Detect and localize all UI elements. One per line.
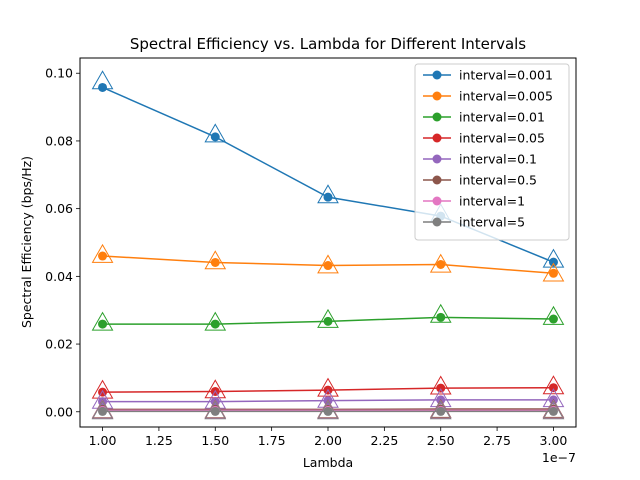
triangle-marker <box>429 398 452 418</box>
series-interval-5 <box>91 400 565 420</box>
triangle-marker <box>429 375 452 395</box>
data-point <box>98 251 108 261</box>
x-tick-label: 2.75 <box>483 433 511 448</box>
x-axis-label: Lambda <box>303 455 353 470</box>
y-tick-label: 0.10 <box>45 66 73 81</box>
legend-marker <box>432 217 442 227</box>
x-tick-label: 3.00 <box>540 433 568 448</box>
data-point <box>323 192 333 202</box>
data-point <box>98 82 108 92</box>
triangle-marker <box>204 311 227 331</box>
y-tick-label: 0.00 <box>45 404 73 419</box>
x-tick-label: 2.00 <box>314 433 342 448</box>
data-point <box>548 383 558 393</box>
triangle-marker <box>429 253 452 273</box>
chart-title: Spectral Efficiency vs. Lambda for Diffe… <box>130 35 526 53</box>
y-tick-label: 0.02 <box>45 337 73 352</box>
data-point <box>210 132 220 142</box>
data-point <box>98 406 108 416</box>
triangle-marker <box>317 184 339 204</box>
legend-label: interval=0.005 <box>459 89 553 104</box>
legend-marker <box>432 112 442 122</box>
x-tick-label: 1.75 <box>258 433 286 448</box>
x-tick-label: 1.25 <box>145 433 173 448</box>
legend-marker <box>432 175 442 185</box>
data-point <box>436 383 446 393</box>
x-tick-label: 2.25 <box>370 433 398 448</box>
triangle-marker <box>317 400 339 420</box>
triangle-marker <box>429 400 452 420</box>
legend-marker <box>432 91 442 101</box>
triangle-marker <box>91 400 114 420</box>
legend-marker <box>432 196 442 206</box>
legend-item: interval=5 <box>423 215 525 230</box>
triangle-marker <box>91 70 114 90</box>
triangle-marker <box>542 262 565 282</box>
legend-label: interval=5 <box>459 215 525 230</box>
legend-label: interval=0.5 <box>459 173 537 188</box>
data-point <box>436 312 446 322</box>
y-tick-label: 0.04 <box>45 269 73 284</box>
legend-label: interval=0.01 <box>459 110 545 125</box>
x-tick-label: 1.50 <box>201 433 229 448</box>
data-point <box>548 406 558 416</box>
triangle-marker <box>317 308 339 328</box>
legend-label: interval=0.001 <box>459 68 553 83</box>
legend-item: interval=0.05 <box>423 131 545 146</box>
legend-marker <box>432 70 442 80</box>
triangle-marker <box>204 123 227 143</box>
y-axis-label: Spectral Efficiency (bps/Hz) <box>19 156 34 328</box>
x-tick-label: 2.50 <box>427 433 455 448</box>
y-axis: 0.00 0.02 0.04 0.06 0.08 0.10 <box>45 66 80 419</box>
legend-marker <box>432 154 442 164</box>
legend-item: interval=1 <box>423 194 525 209</box>
triangle-marker <box>204 250 227 270</box>
series-interval-0-005 <box>91 243 565 282</box>
triangle-marker <box>317 254 339 274</box>
data-point <box>323 261 333 271</box>
legend-marker <box>432 133 442 143</box>
y-tick-label: 0.08 <box>45 133 73 148</box>
data-point <box>548 257 558 267</box>
legend-item: interval=0.1 <box>423 152 537 167</box>
legend-item: interval=0.005 <box>423 89 553 104</box>
data-point <box>210 257 220 267</box>
triangle-marker <box>429 303 452 323</box>
legend-item: interval=0.001 <box>423 68 553 83</box>
triangle-marker <box>542 400 565 420</box>
data-point <box>323 406 333 416</box>
triangle-marker <box>542 248 565 268</box>
data-point <box>210 319 220 329</box>
data-point <box>436 260 446 270</box>
legend-item: interval=0.01 <box>423 110 545 125</box>
x-tick-label: 1.00 <box>89 433 117 448</box>
triangle-marker <box>91 311 114 331</box>
data-point <box>98 319 108 329</box>
triangle-marker <box>542 305 565 325</box>
data-point <box>548 268 558 278</box>
legend: interval=0.001 interval=0.005 interval=0.0… <box>414 63 570 241</box>
triangle-marker <box>91 243 114 263</box>
triangle-marker <box>542 375 565 395</box>
x-axis: 1.00 1.25 1.50 1.75 2.00 2.25 2.50 2.75 3.00 <box>89 427 568 448</box>
legend-label: interval=1 <box>459 194 525 209</box>
y-tick-label: 0.06 <box>45 201 73 216</box>
x-axis-offset-text: 1e−7 <box>542 450 576 465</box>
triangle-marker <box>204 400 227 420</box>
data-point <box>548 314 558 324</box>
plot-area <box>91 70 565 420</box>
triangle-marker <box>317 377 339 397</box>
legend-label: interval=0.05 <box>459 131 545 146</box>
data-point <box>210 406 220 416</box>
legend-frame <box>414 63 570 241</box>
data-point <box>323 316 333 326</box>
series-interval-0-01 <box>91 303 565 331</box>
legend-label: interval=0.1 <box>459 152 537 167</box>
triangle-marker <box>542 398 565 418</box>
legend-item: interval=0.5 <box>423 173 537 188</box>
data-point <box>436 406 446 416</box>
